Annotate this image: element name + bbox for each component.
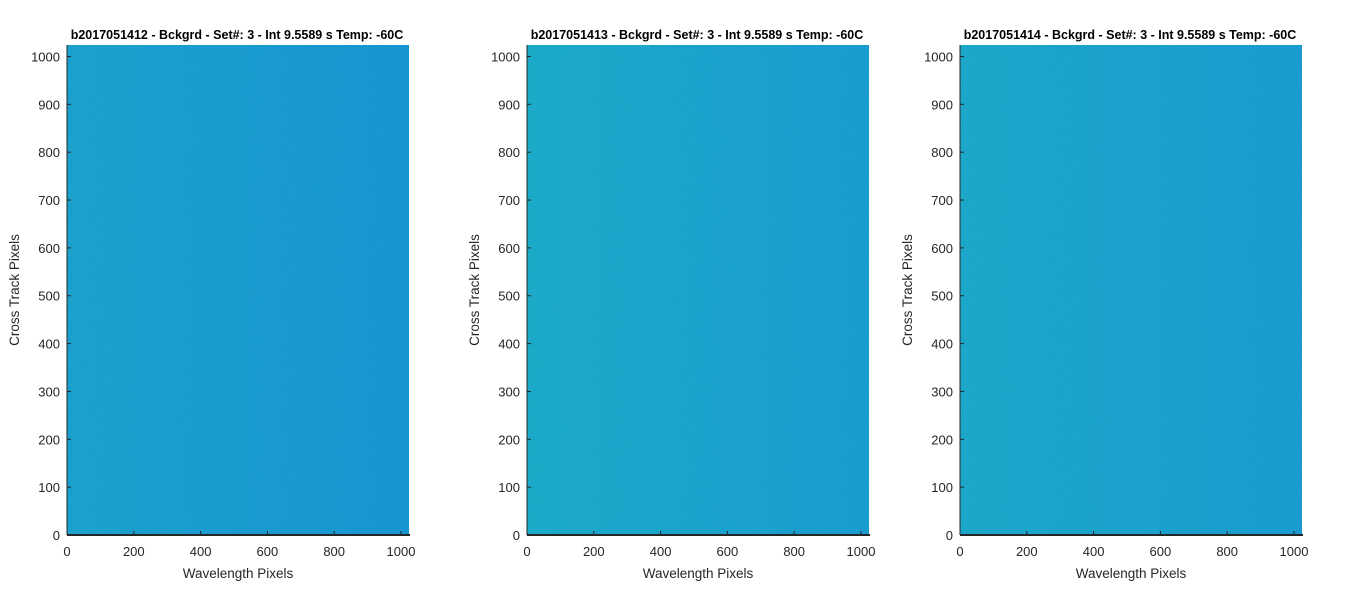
y-tick-label: 600	[498, 241, 520, 256]
y-tick-label: 100	[38, 480, 60, 495]
x-axis-label: Wavelength Pixels	[183, 566, 294, 581]
y-tick-label: 900	[498, 97, 520, 112]
heatmap-panel-3: 0 200 400 600 800 1000 0 100 200 300 400 500 600 700 8…	[893, 0, 1343, 600]
heatmap-noise-texture	[960, 45, 1302, 535]
heatmap-panel-1: 0 200 400 600 800 1000 0 100 200 300 400 500 600 700 8…	[0, 0, 450, 600]
y-tick-label: 800	[38, 145, 60, 160]
x-tick-label: 400	[650, 544, 672, 559]
y-tick-label: 0	[946, 528, 953, 543]
x-tick-label: 600	[1150, 544, 1172, 559]
x-tick-label: 800	[783, 544, 805, 559]
chart-title: b2017051414 - Bckgrd - Set#: 3 - Int 9.5…	[964, 28, 1297, 42]
x-tick-label: 0	[523, 544, 530, 559]
x-tick-label: 600	[257, 544, 279, 559]
y-tick-label: 700	[498, 193, 520, 208]
y-tick-label: 900	[931, 97, 953, 112]
x-tick-label: 1000	[847, 544, 876, 559]
y-tick-label: 500	[498, 289, 520, 304]
y-tick-label: 700	[38, 193, 60, 208]
x-tick-label: 400	[1083, 544, 1105, 559]
y-tick-label: 600	[931, 241, 953, 256]
y-tick-label: 0	[513, 528, 520, 543]
y-tick-label: 300	[931, 384, 953, 399]
x-axis-label: Wavelength Pixels	[643, 566, 754, 581]
x-tick-label: 0	[63, 544, 70, 559]
y-axis-label: Cross Track Pixels	[900, 234, 915, 346]
x-tick-label: 200	[1016, 544, 1038, 559]
chart-title: b2017051413 - Bckgrd - Set#: 3 - Int 9.5…	[531, 28, 864, 42]
y-axis-label: Cross Track Pixels	[7, 234, 22, 346]
y-tick-label: 800	[498, 145, 520, 160]
x-tick-label: 1000	[1280, 544, 1309, 559]
y-tick-label: 900	[38, 97, 60, 112]
x-tick-label: 800	[1216, 544, 1238, 559]
y-tick-label: 1000	[31, 49, 60, 64]
heatmap-noise-texture	[67, 45, 409, 535]
y-tick-label: 700	[931, 193, 953, 208]
x-tick-label: 200	[123, 544, 145, 559]
y-tick-label: 1000	[924, 49, 953, 64]
y-tick-label: 300	[498, 384, 520, 399]
y-axis-label: Cross Track Pixels	[467, 234, 482, 346]
y-tick-label: 100	[498, 480, 520, 495]
y-tick-label: 200	[931, 432, 953, 447]
y-tick-label: 500	[38, 289, 60, 304]
x-tick-label: 400	[190, 544, 212, 559]
x-tick-label: 0	[956, 544, 963, 559]
y-tick-label: 500	[931, 289, 953, 304]
chart-title: b2017051412 - Bckgrd - Set#: 3 - Int 9.5…	[71, 28, 404, 42]
x-tick-label: 200	[583, 544, 605, 559]
y-tick-label: 400	[498, 337, 520, 352]
y-tick-label: 400	[931, 337, 953, 352]
y-tick-label: 100	[931, 480, 953, 495]
y-tick-label: 0	[53, 528, 60, 543]
heatmap-chart-1: 0 200 400 600 800 1000 0 100 200 300 400 500 600 700 8…	[7, 28, 416, 581]
heatmap-chart-2: 0 200 400 600 800 1000 0 100 200 300 400 500 600 700 8…	[467, 28, 876, 581]
y-tick-label: 1000	[491, 49, 520, 64]
y-tick-label: 600	[38, 241, 60, 256]
y-tick-label: 200	[38, 432, 60, 447]
y-tick-label: 400	[38, 337, 60, 352]
heatmap-chart-3: 0 200 400 600 800 1000 0 100 200 300 400 500 600 700 8…	[900, 28, 1309, 581]
x-axis-label: Wavelength Pixels	[1076, 566, 1187, 581]
y-tick-label: 800	[931, 145, 953, 160]
x-tick-label: 600	[717, 544, 739, 559]
y-tick-label: 300	[38, 384, 60, 399]
heatmap-noise-texture	[527, 45, 869, 535]
y-tick-label: 200	[498, 432, 520, 447]
heatmap-panel-2: 0 200 400 600 800 1000 0 100 200 300 400 500 600 700 8…	[460, 0, 910, 600]
x-tick-label: 800	[323, 544, 345, 559]
x-tick-label: 1000	[387, 544, 416, 559]
